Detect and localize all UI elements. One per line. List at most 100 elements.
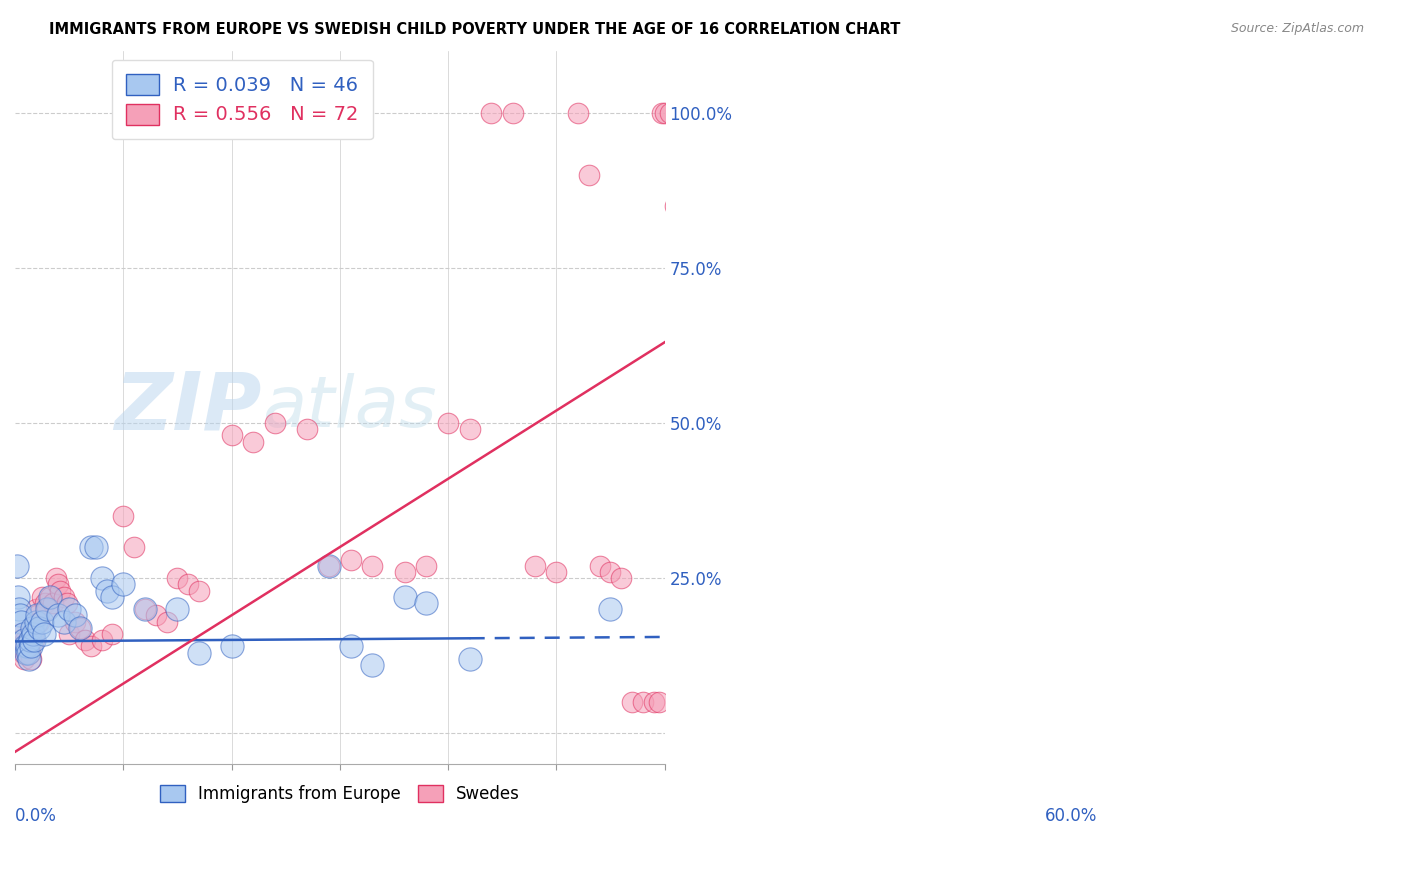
Point xyxy=(361,658,384,673)
Point xyxy=(37,602,59,616)
Point xyxy=(80,640,103,654)
Point xyxy=(34,596,56,610)
Point xyxy=(14,646,37,660)
Point xyxy=(599,565,621,579)
Point xyxy=(437,416,460,430)
Point xyxy=(134,602,156,616)
Point xyxy=(25,608,48,623)
Point xyxy=(63,608,86,623)
Point xyxy=(7,590,30,604)
Point xyxy=(166,602,188,616)
Point xyxy=(458,652,481,666)
Point xyxy=(651,105,673,120)
Point xyxy=(8,602,31,616)
Text: 60.0%: 60.0% xyxy=(1045,807,1098,825)
Point xyxy=(523,558,546,573)
Point xyxy=(69,621,91,635)
Point xyxy=(415,596,437,610)
Point xyxy=(21,621,44,635)
Point xyxy=(22,627,45,641)
Point xyxy=(318,558,340,573)
Point xyxy=(112,509,135,524)
Point xyxy=(42,596,65,610)
Point xyxy=(188,646,211,660)
Point xyxy=(14,640,37,654)
Point xyxy=(567,105,589,120)
Point xyxy=(28,615,51,629)
Point xyxy=(134,602,156,616)
Point xyxy=(177,577,200,591)
Point xyxy=(38,590,60,604)
Point xyxy=(52,590,75,604)
Point xyxy=(24,633,46,648)
Point xyxy=(394,565,416,579)
Point xyxy=(621,695,644,709)
Point xyxy=(145,608,167,623)
Point xyxy=(69,621,91,635)
Point xyxy=(17,633,39,648)
Point xyxy=(7,640,30,654)
Point xyxy=(11,646,34,660)
Point xyxy=(24,602,46,616)
Point xyxy=(10,640,32,654)
Point xyxy=(101,590,124,604)
Point xyxy=(479,105,502,120)
Point xyxy=(10,608,32,623)
Point xyxy=(664,199,686,213)
Point xyxy=(20,640,42,654)
Point xyxy=(643,695,665,709)
Point xyxy=(21,621,44,635)
Point xyxy=(13,652,35,666)
Point xyxy=(263,416,285,430)
Point xyxy=(415,558,437,573)
Text: atlas: atlas xyxy=(262,373,436,442)
Point xyxy=(654,105,676,120)
Point xyxy=(11,627,34,641)
Point xyxy=(8,627,31,641)
Text: ZIP: ZIP xyxy=(114,368,262,447)
Point xyxy=(10,633,32,648)
Point xyxy=(32,627,55,641)
Point xyxy=(14,633,37,648)
Point xyxy=(90,571,112,585)
Point xyxy=(578,168,600,182)
Point xyxy=(599,602,621,616)
Point xyxy=(659,105,682,120)
Point xyxy=(648,695,671,709)
Point xyxy=(318,558,340,573)
Point xyxy=(18,652,41,666)
Point xyxy=(631,695,654,709)
Point xyxy=(394,590,416,604)
Point xyxy=(31,590,53,604)
Point xyxy=(166,571,188,585)
Text: Source: ZipAtlas.com: Source: ZipAtlas.com xyxy=(1230,22,1364,36)
Point xyxy=(84,540,107,554)
Point xyxy=(22,627,45,641)
Point xyxy=(31,615,53,629)
Point xyxy=(221,428,243,442)
Point xyxy=(188,583,211,598)
Point xyxy=(297,422,319,436)
Point xyxy=(90,633,112,648)
Point xyxy=(339,552,361,566)
Point xyxy=(24,615,46,629)
Point xyxy=(242,434,264,449)
Point xyxy=(101,627,124,641)
Point xyxy=(38,590,60,604)
Legend: Immigrants from Europe, Swedes: Immigrants from Europe, Swedes xyxy=(153,778,526,809)
Point xyxy=(49,583,72,598)
Point xyxy=(14,640,37,654)
Point xyxy=(20,652,42,666)
Point xyxy=(15,640,38,654)
Point xyxy=(13,633,35,648)
Point xyxy=(56,596,79,610)
Point xyxy=(155,615,177,629)
Point xyxy=(46,577,69,591)
Point xyxy=(37,602,59,616)
Point xyxy=(15,646,38,660)
Point xyxy=(122,540,145,554)
Point xyxy=(588,558,610,573)
Point xyxy=(28,621,51,635)
Point xyxy=(18,633,41,648)
Point xyxy=(52,615,75,629)
